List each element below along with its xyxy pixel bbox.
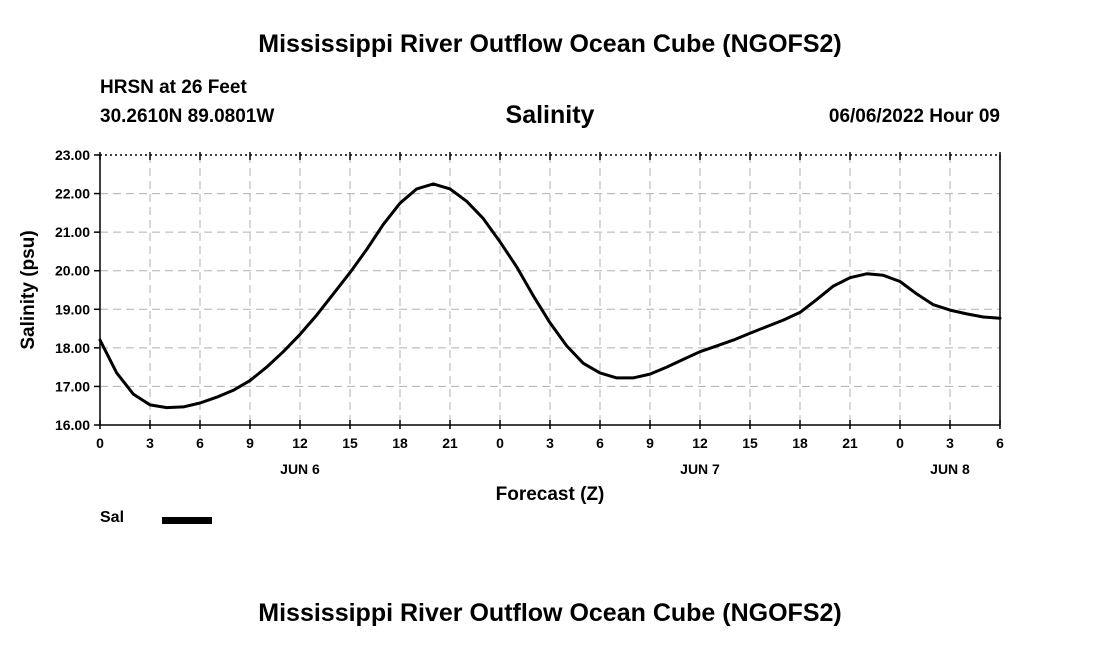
x-tick-label: 0 <box>896 435 904 451</box>
station-coordinates: 30.2610N 89.0801W <box>100 106 275 127</box>
x-axis: 0 3 6 9 12 15 18 21 0 3 6 9 12 15 18 21 0 3 6 JUN 6 JUN 7 JUN… <box>96 152 1004 477</box>
x-tick-label: 0 <box>496 435 504 451</box>
x-day-label: JUN 8 <box>930 461 970 477</box>
x-tick-label: 3 <box>546 435 554 451</box>
page-title: Mississippi River Outflow Ocean Cube (NG… <box>258 30 842 58</box>
y-tick-label: 18.00 <box>55 340 90 356</box>
grid-layer <box>100 155 1000 425</box>
legend-label-sal: Sal <box>100 509 125 526</box>
x-tick-label: 6 <box>996 435 1004 451</box>
x-tick-label: 3 <box>946 435 954 451</box>
x-tick-label: 9 <box>646 435 654 451</box>
y-axis: 16.00 17.00 18.00 19.00 20.00 21.00 22.00 23.00 <box>55 147 100 433</box>
x-tick-label: 6 <box>196 435 204 451</box>
x-tick-label: 9 <box>246 435 254 451</box>
x-tick-label: 18 <box>792 435 808 451</box>
y-tick-label: 16.00 <box>55 417 90 433</box>
x-tick-label: 18 <box>392 435 408 451</box>
x-tick-label: 3 <box>146 435 154 451</box>
y-tick-label: 23.00 <box>55 147 90 163</box>
x-day-label: JUN 6 <box>280 461 320 477</box>
series-line-sal <box>98 182 1002 410</box>
x-tick-label: 21 <box>442 435 458 451</box>
x-tick-label: 12 <box>292 435 308 451</box>
footer-title: Mississippi River Outflow Ocean Cube (NG… <box>258 599 842 627</box>
series-layer <box>98 182 1002 410</box>
station-name: HRSN at 26 Feet <box>100 77 247 98</box>
y-tick-label: 21.00 <box>55 224 90 240</box>
y-tick-label: 22.00 <box>55 186 90 202</box>
x-tick-label: 15 <box>342 435 358 451</box>
y-tick-label: 19.00 <box>55 301 90 317</box>
y-tick-label: 17.00 <box>55 378 90 394</box>
x-tick-label: 6 <box>596 435 604 451</box>
x-tick-label: 12 <box>692 435 708 451</box>
x-day-label: JUN 7 <box>680 461 720 477</box>
chart-title: Salinity <box>505 101 595 129</box>
y-axis-label: Salinity (psu) <box>18 230 39 349</box>
forecast-timestamp: 06/06/2022 Hour 09 <box>828 106 1000 127</box>
legend-swatch-sal <box>162 517 212 524</box>
x-tick-label: 0 <box>96 435 104 451</box>
x-tick-label: 15 <box>742 435 758 451</box>
x-tick-label: 21 <box>842 435 858 451</box>
x-axis-label: Forecast (Z) <box>496 484 605 505</box>
y-tick-label: 20.00 <box>55 263 90 279</box>
